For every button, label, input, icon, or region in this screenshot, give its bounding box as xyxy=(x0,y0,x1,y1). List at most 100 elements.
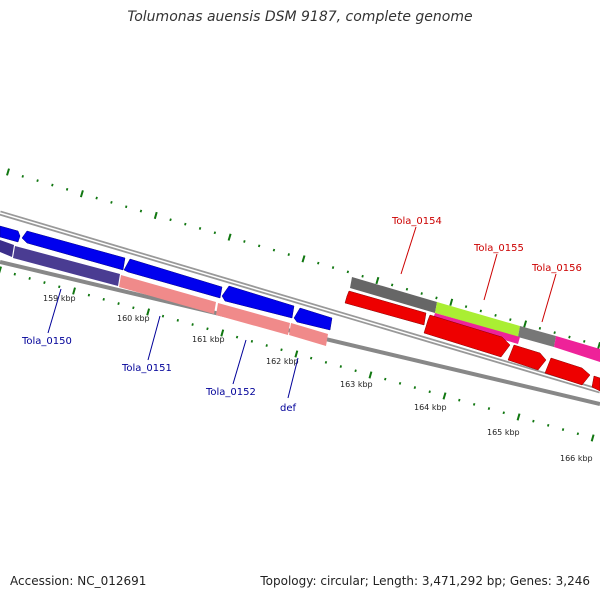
minor-tick xyxy=(184,222,187,226)
minor-tick xyxy=(502,411,505,415)
scale-label: 162 kbp xyxy=(266,357,299,366)
minor-tick xyxy=(561,428,565,431)
accession-info: Accession: NC_012691 xyxy=(10,574,147,588)
gene-arrow[interactable] xyxy=(21,230,126,271)
major-tick xyxy=(0,266,2,274)
minor-tick xyxy=(317,261,320,265)
minor-tick xyxy=(420,292,423,295)
minor-tick xyxy=(169,218,172,222)
major-tick xyxy=(6,168,10,176)
minor-tick xyxy=(346,270,350,274)
leader-line xyxy=(232,339,247,385)
leader-line xyxy=(400,226,417,275)
minor-tick xyxy=(161,314,165,318)
cds-block[interactable] xyxy=(435,302,520,337)
minor-tick xyxy=(58,285,61,289)
minor-tick xyxy=(139,209,143,213)
gene-arrow[interactable] xyxy=(293,307,333,331)
minor-tick xyxy=(576,432,580,436)
major-tick xyxy=(590,434,595,442)
major-tick xyxy=(220,329,225,337)
major-tick xyxy=(516,413,521,421)
leader-line xyxy=(147,315,161,361)
minor-tick xyxy=(36,179,39,183)
minor-tick xyxy=(265,344,268,347)
gene-label-def[interactable]: def xyxy=(280,403,297,414)
gene-label-tola-0154[interactable]: Tola_0154 xyxy=(391,216,442,227)
scale-label: 159 kbp xyxy=(43,294,76,303)
gene-label-tola-0151[interactable]: Tola_0151 xyxy=(121,363,172,374)
minor-tick xyxy=(553,331,556,335)
gene-arrow[interactable] xyxy=(221,285,295,319)
minor-tick xyxy=(235,335,239,339)
cds-block[interactable] xyxy=(216,303,290,335)
map-title: Tolumonas auensis DSM 9187, complete gen… xyxy=(127,9,473,25)
minor-tick xyxy=(428,390,431,394)
reverse-cds xyxy=(350,277,600,362)
forward-cds xyxy=(0,240,328,346)
major-tick xyxy=(368,371,373,379)
major-tick xyxy=(442,392,447,400)
gene-arrow[interactable] xyxy=(344,290,427,326)
gene-arrow[interactable] xyxy=(507,344,547,371)
scale-label: 164 kbp xyxy=(414,403,447,412)
minor-tick xyxy=(309,356,313,360)
leader-line xyxy=(47,288,62,334)
minor-tick xyxy=(110,200,113,204)
minor-tick xyxy=(280,348,283,352)
minor-tick xyxy=(547,423,550,427)
topology-info: Topology: circular; Length: 3,471,292 bp… xyxy=(260,574,590,588)
gene-label-tola-0152[interactable]: Tola_0152 xyxy=(205,387,256,398)
gene-arrow[interactable] xyxy=(0,225,21,243)
scale-ticks-outer xyxy=(6,168,600,350)
gene-label-tola-0156[interactable]: Tola_0156 xyxy=(531,263,582,274)
minor-tick xyxy=(43,281,46,284)
minor-tick xyxy=(538,326,542,330)
minor-tick xyxy=(472,402,476,406)
minor-tick xyxy=(494,313,497,317)
minor-tick xyxy=(95,196,98,200)
gene-arrow[interactable] xyxy=(544,357,591,386)
scale-label: 166 kbp xyxy=(560,454,593,463)
gene-labels: Tola_0150 Tola_0151 Tola_0152 def Tola_0… xyxy=(21,216,582,414)
minor-tick xyxy=(132,306,135,310)
minor-tick xyxy=(102,297,105,301)
major-tick xyxy=(301,255,306,263)
cds-block[interactable] xyxy=(119,275,216,314)
cds-block[interactable] xyxy=(518,326,556,347)
gene-label-tola-0155[interactable]: Tola_0155 xyxy=(473,243,524,254)
minor-tick xyxy=(479,309,482,313)
minor-tick xyxy=(390,283,394,287)
minor-tick xyxy=(361,274,364,278)
scale-label: 163 kbp xyxy=(340,380,373,389)
backbone-outer-highlight xyxy=(0,212,600,392)
minor-tick xyxy=(458,398,461,402)
gene-arrow[interactable] xyxy=(123,258,223,299)
minor-tick xyxy=(21,174,24,178)
minor-tick xyxy=(331,266,335,269)
minor-tick xyxy=(509,318,512,322)
major-tick xyxy=(79,190,84,198)
major-tick xyxy=(294,350,299,358)
cds-block[interactable] xyxy=(289,323,328,346)
gene-label-tola-0150[interactable]: Tola_0150 xyxy=(21,336,72,347)
minor-tick xyxy=(243,240,246,243)
minor-tick xyxy=(51,183,54,187)
scale-labels: 159 kbp 160 kbp 161 kbp 162 kbp 163 kbp … xyxy=(43,294,593,463)
cds-block[interactable] xyxy=(13,246,120,286)
cds-block[interactable] xyxy=(554,336,600,362)
minor-tick xyxy=(28,276,31,280)
minor-tick xyxy=(398,381,402,385)
minor-tick xyxy=(13,272,16,276)
minor-tick xyxy=(324,360,328,364)
cds-block[interactable] xyxy=(350,277,437,313)
gene-arrow[interactable] xyxy=(423,314,511,358)
minor-tick xyxy=(250,339,254,343)
gene-arrow[interactable] xyxy=(591,375,600,392)
major-tick xyxy=(72,287,76,295)
major-tick xyxy=(146,308,151,316)
minor-tick xyxy=(125,205,128,209)
minor-tick xyxy=(213,231,217,235)
cds-block[interactable] xyxy=(0,240,14,257)
